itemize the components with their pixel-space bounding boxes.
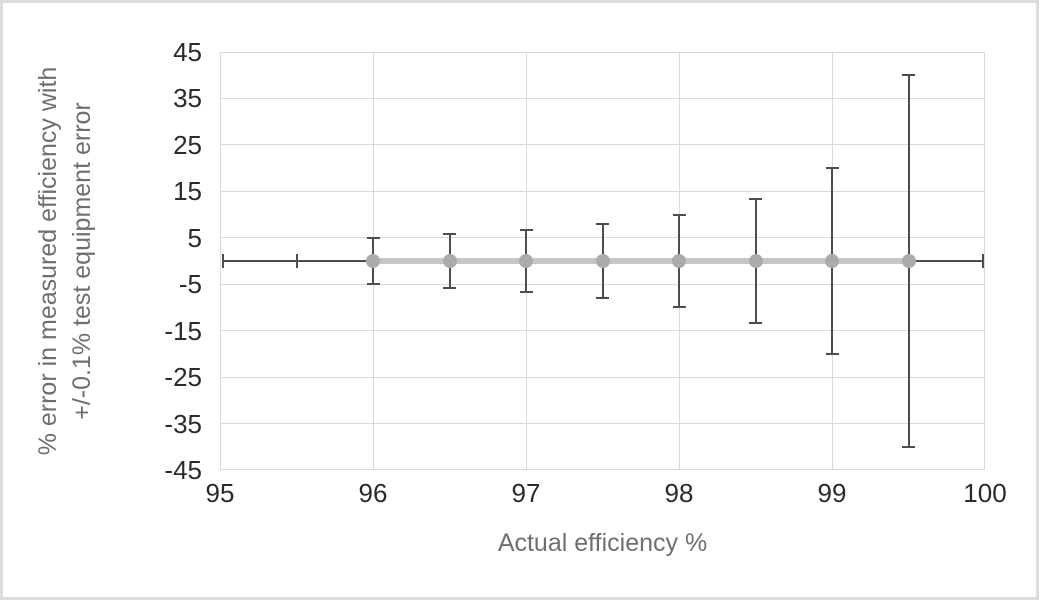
series-line bbox=[373, 258, 909, 264]
error-bar-cap-top bbox=[443, 233, 456, 236]
y-tick-label: -5 bbox=[178, 269, 202, 300]
error-bar-cap-bottom bbox=[672, 306, 686, 309]
error-bar-cap-bottom bbox=[596, 297, 609, 300]
data-point-marker bbox=[901, 254, 916, 268]
data-point-marker bbox=[748, 254, 763, 268]
error-bar-cap-top bbox=[366, 236, 380, 239]
x-tick-label: 97 bbox=[511, 478, 541, 508]
y-tick-label: 35 bbox=[173, 83, 202, 114]
h-gridline bbox=[220, 190, 985, 192]
data-point-marker bbox=[672, 254, 686, 268]
x-tick-label: 95 bbox=[205, 478, 235, 508]
x-tick-label: 100 bbox=[963, 478, 1007, 508]
y-tick-label: -15 bbox=[164, 315, 202, 346]
data-point-marker bbox=[825, 254, 839, 268]
x-axis-title: Actual efficiency % bbox=[497, 529, 708, 557]
baseline-cap bbox=[221, 254, 224, 268]
x-tick-label: 96 bbox=[358, 478, 388, 508]
y-tick-label: 15 bbox=[173, 176, 202, 207]
error-bar-cap-top bbox=[749, 198, 762, 201]
baseline-cap bbox=[295, 254, 298, 268]
error-bar-cap-bottom bbox=[366, 283, 380, 286]
error-bar-cap-top bbox=[902, 74, 915, 77]
data-point-marker bbox=[595, 254, 610, 268]
x-tick-label: 98 bbox=[664, 478, 694, 508]
error-bar-cap-top bbox=[672, 213, 686, 216]
baseline-cap bbox=[981, 254, 984, 268]
error-bar-cap-bottom bbox=[825, 352, 839, 355]
y-tick-label: -45 bbox=[164, 455, 202, 485]
data-point-marker bbox=[442, 254, 457, 268]
y-tick-label: 25 bbox=[173, 129, 202, 160]
error-bar-cap-top bbox=[519, 229, 533, 232]
error-bar-cap-bottom bbox=[519, 290, 533, 293]
error-bar-cap-bottom bbox=[749, 321, 762, 324]
data-point-marker bbox=[366, 254, 380, 268]
y-tick-label: -25 bbox=[164, 362, 202, 393]
x-tick-label: 99 bbox=[817, 478, 847, 508]
y-tick-label: 5 bbox=[187, 222, 202, 253]
y-tick-label: 45 bbox=[173, 37, 202, 67]
error-bar-cap-top bbox=[825, 167, 839, 170]
error-bar-cap-bottom bbox=[902, 445, 915, 448]
h-gridline bbox=[220, 330, 985, 332]
data-point-marker bbox=[519, 254, 533, 268]
y-tick-label: -35 bbox=[164, 408, 202, 439]
error-bar-cap-bottom bbox=[443, 286, 456, 289]
plot-border bbox=[220, 52, 985, 470]
error-bar-cap-top bbox=[596, 222, 609, 225]
h-gridline bbox=[220, 423, 985, 425]
h-gridline bbox=[220, 376, 985, 378]
h-gridline bbox=[220, 97, 985, 99]
h-gridline bbox=[220, 144, 985, 146]
